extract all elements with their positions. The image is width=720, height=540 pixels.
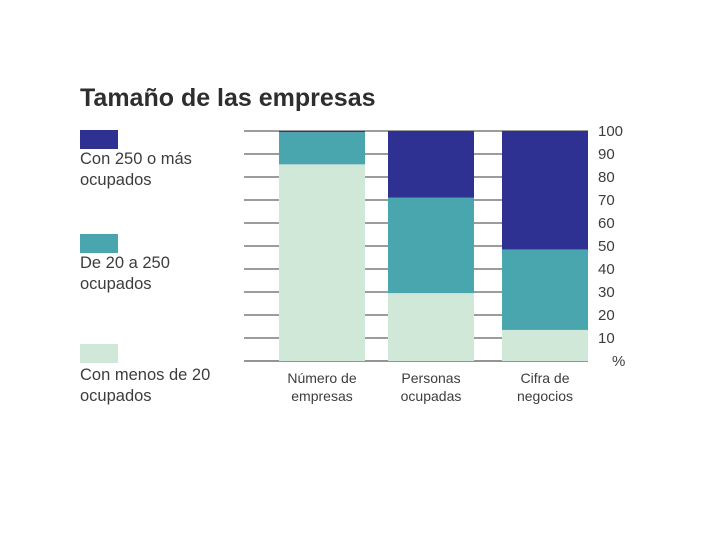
bar-segment — [279, 132, 365, 165]
legend-label-large-line2: ocupados — [80, 171, 152, 189]
y-tick-label: 100 — [598, 123, 623, 140]
legend-label-medium: De 20 a 250 ocupados — [80, 253, 170, 295]
legend-label-large-line1: Con 250 o más — [80, 150, 192, 168]
y-tick-label: 80 — [598, 169, 615, 186]
y-tick-label: 10 — [598, 330, 615, 347]
bar-segment — [502, 329, 588, 361]
x-category-label: Cifra de — [520, 370, 569, 386]
chart-title: Tamaño de las empresas — [80, 84, 376, 112]
y-tick-label: 50 — [598, 238, 615, 255]
legend-swatch-medium — [80, 234, 118, 253]
bar-segment — [279, 131, 365, 133]
x-axis-labels: Número de empresas Personas ocupadas Cifra d… — [287, 370, 573, 404]
legend-label-large: Con 250 o más ocupados — [80, 149, 192, 191]
bar-segment — [388, 293, 474, 361]
x-category-label: ocupadas — [401, 388, 462, 404]
x-category-label: Personas — [401, 370, 460, 386]
bar-segment — [502, 131, 588, 250]
y-axis-unit: % — [612, 353, 625, 370]
x-category-label: negocios — [517, 388, 573, 404]
legend-label-small-line1: Con menos de 20 — [80, 366, 211, 384]
legend-label-small-line2: ocupados — [80, 387, 152, 405]
legend-label-medium-line2: ocupados — [80, 275, 152, 293]
bar-segment — [388, 131, 474, 198]
y-axis-ticks: 100 90 80 70 60 50 40 30 20 10% — [598, 123, 625, 370]
y-tick-label: 90 — [598, 146, 615, 163]
x-category-label: Número de — [287, 370, 356, 386]
y-tick-label: 70 — [598, 192, 615, 209]
y-tick-label: 30 — [598, 284, 615, 301]
legend-label-medium-line1: De 20 a 250 — [80, 254, 170, 272]
bar-segment — [502, 249, 588, 330]
bars — [279, 131, 588, 361]
bar-segment — [279, 164, 365, 361]
y-tick-label: 60 — [598, 215, 615, 232]
legend-label-small: Con menos de 20 ocupados — [80, 365, 210, 407]
bar-segment — [388, 197, 474, 294]
legend-swatch-large — [80, 130, 118, 149]
legend-swatch-small — [80, 344, 118, 363]
y-tick-label: 40 — [598, 261, 615, 278]
x-category-label: empresas — [291, 388, 352, 404]
y-tick-label: 20 — [598, 307, 615, 324]
